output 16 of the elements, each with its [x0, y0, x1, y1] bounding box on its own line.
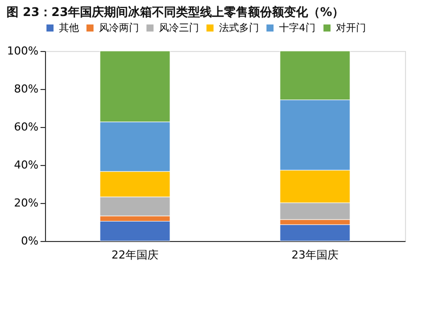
- x-tick-label: 23年国庆: [292, 248, 338, 262]
- y-tick-label: 20%: [14, 196, 38, 210]
- legend-label: 对开门: [336, 22, 366, 34]
- x-tick-label: 22年国庆: [112, 248, 158, 262]
- bar: [280, 224, 350, 242]
- y-tick-label: 40%: [14, 158, 38, 172]
- legend-label: 风冷两门: [99, 22, 139, 34]
- y-tick-label: 80%: [14, 82, 38, 96]
- y-tick-label: 100%: [7, 44, 38, 58]
- legend-label: 十字4门: [279, 22, 316, 34]
- y-tick-label: 0%: [21, 234, 38, 248]
- y-tick-label: 60%: [14, 120, 38, 134]
- chart-title: 图 23：23年国庆期间冰箱不同类型线上零售额份额变化（%）: [6, 5, 344, 19]
- legend-label: 法式多门: [219, 22, 259, 34]
- legend-label: 其他: [59, 22, 79, 34]
- legend-label: 风冷三门: [159, 22, 199, 34]
